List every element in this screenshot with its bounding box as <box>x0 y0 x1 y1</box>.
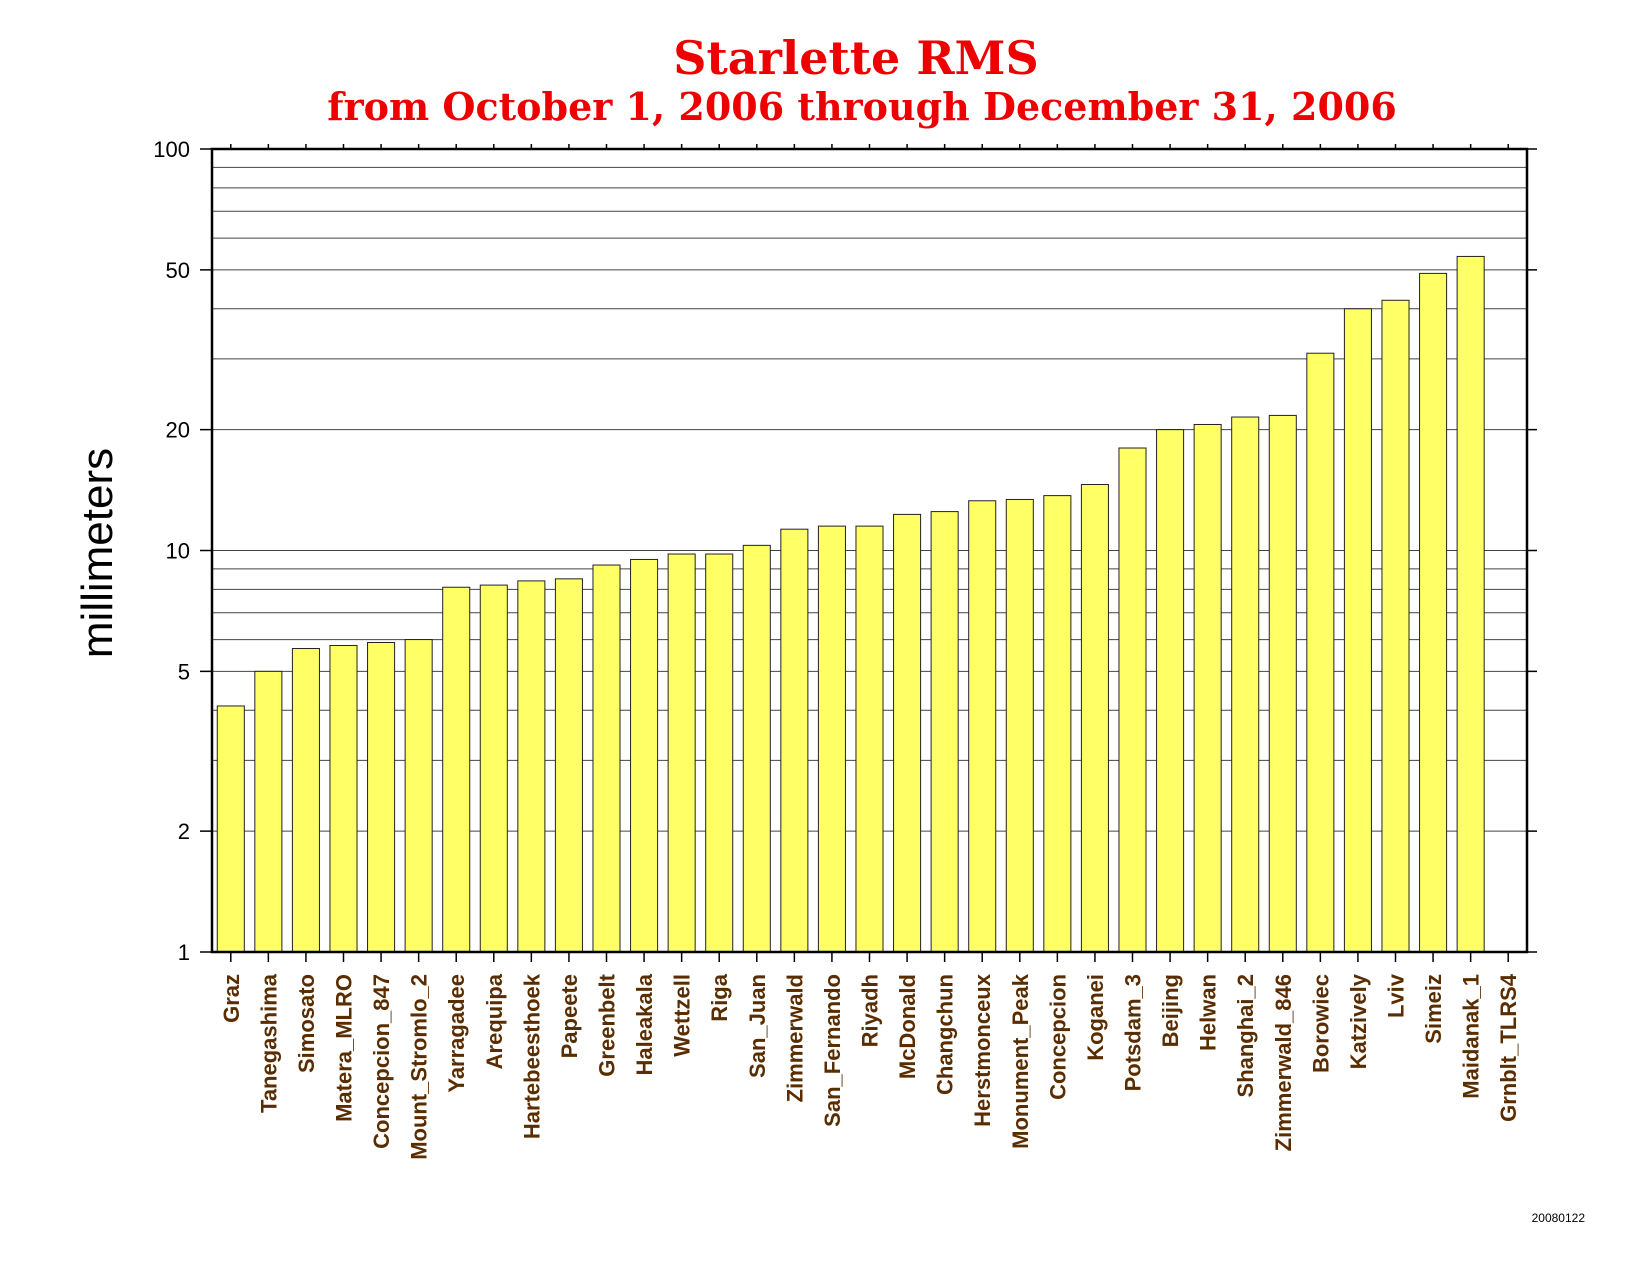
y-tick-label: 50 <box>166 258 190 283</box>
chart-title: Starlette RMS <box>673 31 1038 85</box>
bar <box>1456 255 1485 953</box>
x-tick-label: Arequipa <box>482 973 507 1069</box>
x-tick-label: Greenbelt <box>595 973 620 1076</box>
x-tick-label: Simeiz <box>1421 974 1446 1044</box>
x-tick-label: Beijing <box>1158 974 1183 1047</box>
y-tick-label: 10 <box>166 539 190 564</box>
bar <box>1306 352 1335 953</box>
x-tick-label: Monument_Peak <box>1008 973 1033 1149</box>
x-tick-label: Riyadh <box>858 974 883 1047</box>
bar <box>479 584 508 953</box>
bar <box>1043 495 1072 953</box>
bar <box>216 705 245 953</box>
bar <box>1156 429 1185 953</box>
bar <box>930 511 959 953</box>
x-tick-label: Herstmonceux <box>970 973 995 1127</box>
x-tick-label: Matera_MLRO <box>332 974 357 1122</box>
bar <box>893 513 922 953</box>
y-axis-label: millimeters <box>73 448 122 658</box>
bar <box>705 553 734 953</box>
bar <box>667 553 696 953</box>
x-tick-label: Shanghai_2 <box>1233 974 1258 1097</box>
x-tick-label: Koganei <box>1083 974 1108 1061</box>
x-tick-label: Concepcion <box>1045 974 1070 1100</box>
x-tick-label: Helwan <box>1196 974 1221 1051</box>
x-tick-label: Changchun <box>933 974 958 1095</box>
bar <box>817 525 846 953</box>
bar <box>780 528 809 953</box>
x-tick-label: Lviv <box>1384 973 1409 1018</box>
bar <box>404 639 433 953</box>
y-tick-label: 20 <box>166 418 190 443</box>
bar <box>554 578 583 953</box>
bar <box>1231 416 1260 953</box>
x-tick-label: San_Juan <box>745 974 770 1078</box>
x-tick-label: Zimmerwald_846 <box>1271 974 1296 1151</box>
bar <box>968 500 997 953</box>
bar <box>1343 308 1372 953</box>
x-tick-label: Graz <box>219 974 244 1023</box>
bar <box>367 642 396 953</box>
axes <box>200 144 1537 962</box>
x-tick-label: Borowiec <box>1308 974 1333 1073</box>
x-tick-label: Potsdam_3 <box>1121 974 1146 1091</box>
bar <box>254 670 283 953</box>
bars <box>216 255 1485 953</box>
x-tick-label: Hartebeesthoek <box>519 973 544 1139</box>
bar <box>630 558 659 953</box>
x-tick-label: Maidanak_1 <box>1459 974 1484 1099</box>
y-tick-label: 2 <box>178 819 190 844</box>
chart-subtitle: from October 1, 2006 through December 31… <box>327 84 1397 129</box>
bar <box>855 525 884 953</box>
bar <box>1381 299 1410 953</box>
x-tick-label: Zimmerwald <box>782 974 807 1102</box>
bar <box>592 564 621 953</box>
x-tick-label: Simosato <box>294 974 319 1073</box>
bar <box>1268 414 1297 953</box>
bar <box>291 648 320 953</box>
bar <box>1193 423 1222 953</box>
bar <box>742 544 771 953</box>
x-tick-label: Papeete <box>557 974 582 1058</box>
bar <box>1005 498 1034 953</box>
y-tick-labels: 1 2 5 10 20 50 100 <box>153 137 190 965</box>
x-tick-label: Concepcion_847 <box>369 974 394 1149</box>
x-tick-label: Yarragadee <box>444 974 469 1093</box>
bar <box>517 580 546 953</box>
x-tick-label: Grnblt_TLRS4 <box>1496 973 1521 1122</box>
y-tick-label: 5 <box>178 659 190 684</box>
y-tick-label: 100 <box>153 137 190 162</box>
bar <box>1419 272 1448 953</box>
bar <box>329 644 358 953</box>
date-stamp: 20080122 <box>1532 1211 1586 1225</box>
x-tick-label: Wettzell <box>670 974 695 1057</box>
bar <box>442 586 471 953</box>
x-tick-label: Katzively <box>1346 973 1371 1069</box>
x-tick-label: Mount_Stromlo_2 <box>407 974 432 1160</box>
x-tick-labels: Graz Tanegashima Simosato Matera_MLRO Concep… <box>219 973 1521 1160</box>
x-tick-label: McDonald <box>895 974 920 1079</box>
x-tick-label: Haleakala <box>632 973 657 1075</box>
x-tick-label: Tanegashima <box>256 973 281 1113</box>
bar <box>1118 447 1147 953</box>
y-tick-label: 1 <box>178 940 190 965</box>
bar <box>1080 484 1109 953</box>
x-tick-label: Riga <box>707 973 732 1021</box>
x-tick-label: San_Fernando <box>820 974 845 1127</box>
